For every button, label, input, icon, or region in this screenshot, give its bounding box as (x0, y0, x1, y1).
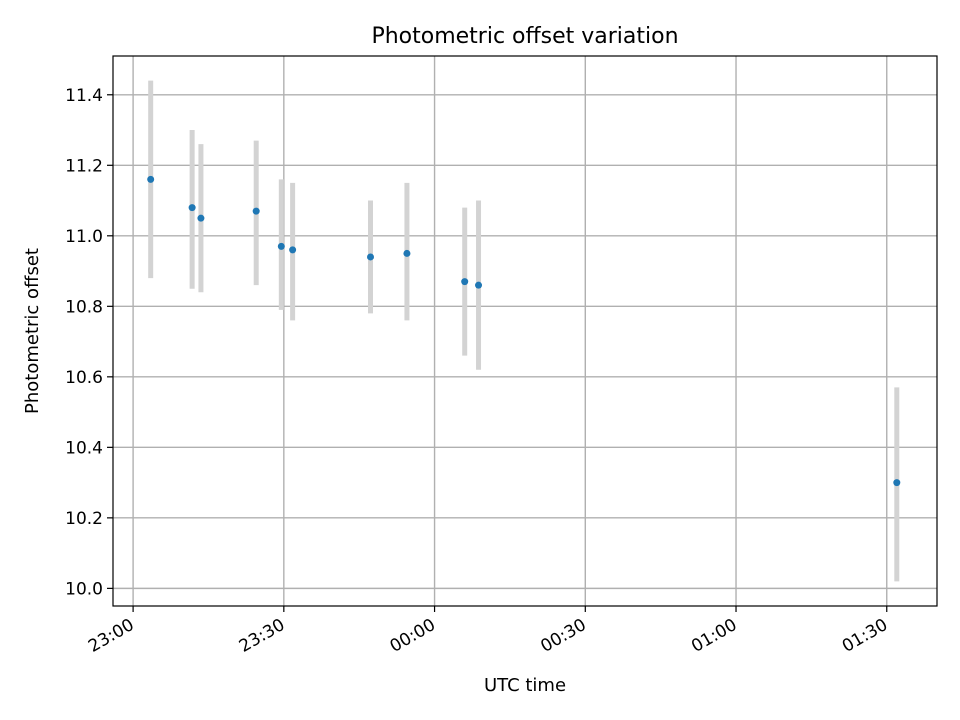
plot-frame (112, 55, 938, 607)
data-point (147, 175, 155, 183)
y-tick-label: 10.6 (65, 368, 103, 388)
data-point (475, 281, 483, 289)
y-tick-label: 10.2 (65, 509, 103, 529)
data-point (461, 278, 469, 286)
x-axis-label: UTC time (484, 675, 566, 696)
chart-title: Photometric offset variation (371, 24, 678, 49)
y-axis: 10.0 10.2 10.4 10.6 10.8 11.0 11.2 11.4 (65, 86, 113, 599)
y-axis-label: Photometric offset (22, 248, 43, 414)
y-tick-label: 11.2 (65, 156, 103, 176)
y-tick-label: 11.4 (65, 86, 103, 106)
data-point (197, 214, 205, 222)
data-points (147, 175, 901, 487)
data-point (893, 479, 901, 487)
data-point (403, 249, 411, 257)
data-point (367, 253, 374, 261)
grid (113, 56, 937, 606)
data-point (277, 242, 285, 250)
y-tick-label: 10.0 (65, 579, 103, 599)
data-point (252, 207, 260, 215)
y-tick-label: 10.4 (65, 438, 103, 458)
y-tick-label: 11.0 (65, 227, 103, 247)
data-point (289, 246, 297, 254)
y-tick-label: 10.8 (65, 297, 103, 317)
data-point (188, 204, 196, 212)
